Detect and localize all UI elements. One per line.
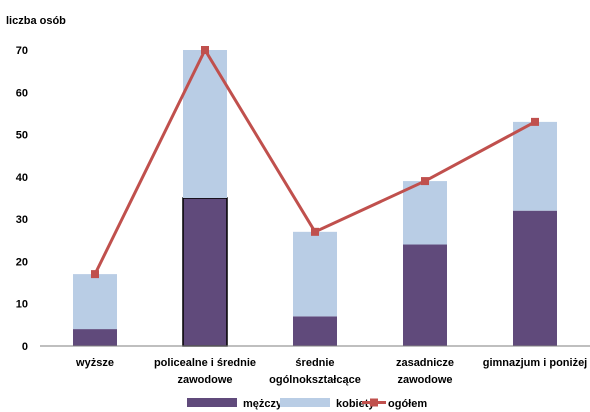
y-tick-label: 60: [16, 87, 28, 99]
y-tick-label: 40: [16, 172, 28, 184]
bar-women: [183, 50, 227, 198]
point-total: [91, 270, 99, 279]
y-tick-label: 50: [16, 130, 28, 142]
legend-label: ogółem: [388, 398, 427, 410]
category-label: gimnazjum i poniżej: [483, 357, 588, 369]
bar-women: [513, 121, 557, 211]
point-total: [531, 117, 539, 126]
category-label: wyższe: [75, 357, 114, 369]
legend-swatch: [187, 398, 237, 407]
legend-swatch: [280, 398, 330, 407]
point-total: [421, 177, 429, 186]
category-label: ogólnokształcące: [269, 374, 361, 386]
y-tick-label: 0: [22, 341, 28, 353]
category-label: zasadnicze: [396, 357, 454, 369]
bar-men: [513, 210, 557, 346]
point-total: [311, 227, 319, 236]
category-label: zawodowe: [397, 374, 452, 386]
legend-marker: [370, 398, 378, 407]
point-total: [201, 46, 209, 54]
category-label: zawodowe: [177, 374, 232, 386]
bars-layer: [73, 50, 557, 347]
category-labels: wyższe policealne i średnie zawodowe średni…: [75, 357, 587, 386]
y-axis-unit-label: liczba osób: [6, 15, 66, 27]
bar-men: [403, 244, 447, 346]
legend: mężczyźni kobiety ogółem: [187, 398, 427, 410]
category-label: policealne i średnie: [154, 357, 256, 369]
y-tick-label: 70: [16, 45, 28, 57]
y-axis-ticks: 0 10 20 30 40 50 60 70: [16, 45, 28, 353]
bar-men: [182, 197, 228, 347]
bar-women: [73, 274, 117, 330]
y-tick-label: 10: [16, 299, 28, 311]
bar-men: [73, 329, 117, 346]
total-line-layer: [91, 46, 539, 279]
bar-women: [293, 231, 337, 317]
y-tick-label: 20: [16, 256, 28, 268]
category-label: średnie: [295, 357, 334, 369]
bar-women: [403, 181, 447, 245]
y-tick-label: 30: [16, 214, 28, 226]
bar-men: [293, 316, 337, 346]
